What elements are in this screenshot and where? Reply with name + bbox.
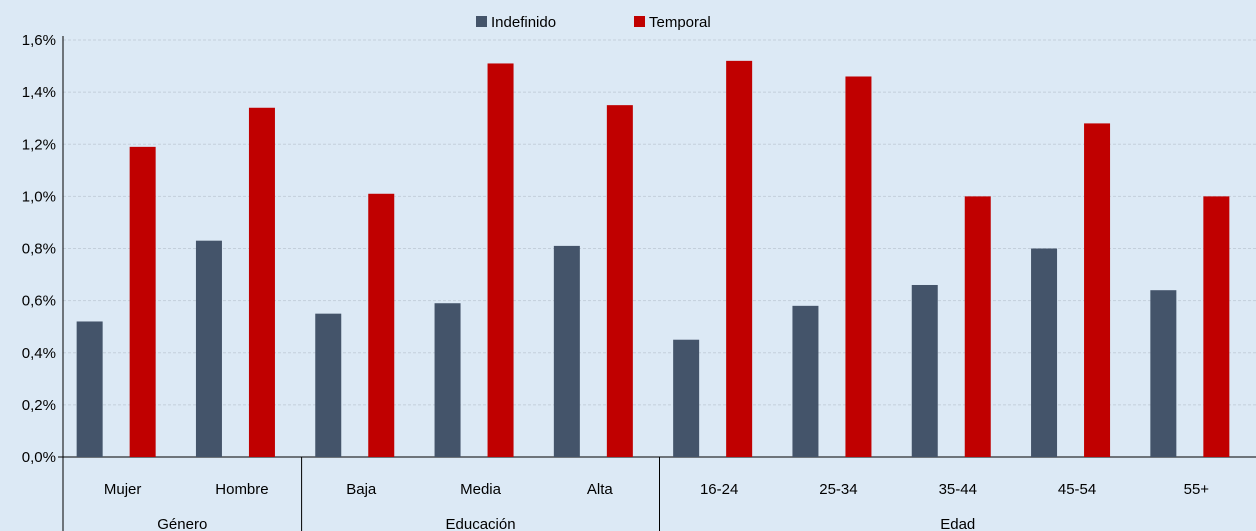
x-tick-label: Media <box>460 481 502 498</box>
bar-temporal-alta <box>606 105 633 457</box>
bar-temporal-mujer <box>129 146 156 457</box>
bar-temporal-baja <box>368 193 395 458</box>
legend-swatch <box>634 16 645 27</box>
y-tick-label: 0,2% <box>22 397 56 414</box>
y-tick-label: 1,0% <box>22 188 56 205</box>
y-tick-label: 1,4% <box>22 84 56 101</box>
axes <box>58 36 1256 531</box>
legend-label: Indefinido <box>491 14 556 31</box>
bar-indefinido-mujer <box>76 321 103 457</box>
x-tick-label: 55+ <box>1184 481 1210 498</box>
group-label: Género <box>157 516 207 531</box>
y-tick-label: 0,0% <box>22 449 56 466</box>
y-tick-label: 1,6% <box>22 32 56 49</box>
group-label: Edad <box>940 516 975 531</box>
bar-temporal-35-44 <box>964 196 991 457</box>
y-tick-label: 0,6% <box>22 293 56 310</box>
bar-indefinido-hombre <box>195 240 222 457</box>
axis-labels: 0,0% 0,2% 0,4% 0,6% 0,8% 1,0% 1,2% 1,4% 1,6% Muje… <box>22 32 1210 531</box>
gridlines <box>63 39 1256 406</box>
bar-indefinido-media <box>434 303 461 457</box>
x-tick-label: Baja <box>346 481 377 498</box>
legend-label: Temporal <box>649 14 711 31</box>
group-label: Educación <box>446 516 516 531</box>
y-tick-label: 0,4% <box>22 345 56 362</box>
bar-temporal-25-34 <box>845 76 872 458</box>
y-tick-label: 0,8% <box>22 241 56 258</box>
x-tick-label: Alta <box>587 481 614 498</box>
x-tick-label: 16-24 <box>700 481 738 498</box>
x-tick-label: 45-54 <box>1058 481 1096 498</box>
bar-temporal-55+ <box>1203 196 1230 457</box>
x-tick-label: 35-44 <box>939 481 977 498</box>
bar-indefinido-35-44 <box>911 284 938 457</box>
bar-indefinido-45-54 <box>1031 248 1058 457</box>
bar-indefinido-baja <box>315 313 342 457</box>
bar-temporal-16-24 <box>726 60 753 457</box>
bar-indefinido-25-34 <box>792 305 819 457</box>
x-tick-label: 25-34 <box>819 481 857 498</box>
bar-temporal-media <box>487 63 514 458</box>
bar-indefinido-alta <box>553 245 580 457</box>
bar-indefinido-16-24 <box>673 339 700 457</box>
bar-temporal-hombre <box>248 107 275 457</box>
x-tick-label: Hombre <box>215 481 268 498</box>
legend-swatch <box>476 16 487 27</box>
legend: Indefinido Temporal <box>476 14 711 31</box>
x-tick-label: Mujer <box>104 481 142 498</box>
bars <box>76 60 1230 458</box>
y-tick-label: 1,2% <box>22 136 56 153</box>
bar-temporal-45-54 <box>1084 123 1111 458</box>
bar-indefinido-55+ <box>1150 290 1177 457</box>
